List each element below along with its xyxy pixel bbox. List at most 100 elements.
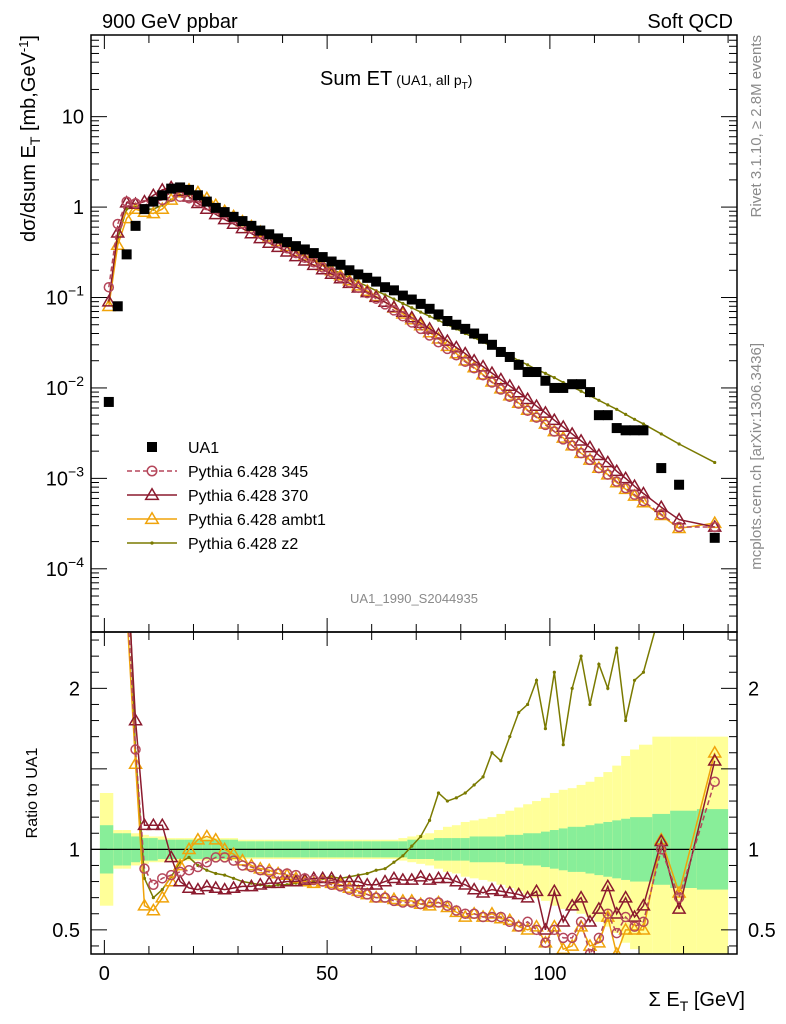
- ratio-point: [279, 874, 295, 887]
- data-point: [361, 287, 373, 299]
- ratio-point: [481, 775, 485, 779]
- ratio-point: [365, 871, 369, 876]
- ratio-point: [502, 912, 518, 926]
- data-point: [422, 321, 437, 334]
- ratio-point: [288, 870, 304, 884]
- data-point: [101, 294, 117, 307]
- ratio-point: [324, 870, 339, 884]
- data-point: [552, 376, 556, 380]
- ratio-point: [440, 899, 455, 913]
- ratio-point: [121, 554, 133, 564]
- data-point: [543, 371, 548, 375]
- ratio-point: [593, 932, 605, 944]
- ratio-point: [377, 874, 393, 887]
- data-point: [466, 353, 482, 366]
- data-point: [656, 463, 667, 474]
- ratio-point: [395, 872, 411, 885]
- data-point: [457, 353, 473, 366]
- data-point: [410, 306, 414, 310]
- data-point: [478, 333, 489, 344]
- ratio-point: [709, 776, 720, 787]
- ratio-y-tick-label: 1: [69, 839, 80, 861]
- ratio-point: [151, 896, 155, 900]
- ratio-point: [165, 869, 177, 881]
- data-point: [558, 382, 569, 393]
- legend: UA1 Pythia 6.428 345 Pythia 6.428 370 Pythi…: [127, 440, 326, 553]
- ratio-point: [671, 885, 687, 898]
- ratio-point: [181, 880, 197, 893]
- data-point: [424, 303, 435, 314]
- main-y-tick-label: 1: [73, 197, 84, 219]
- data-point: [600, 454, 616, 468]
- ratio-point: [121, 602, 133, 612]
- main-y-tick-label: 10: [62, 107, 84, 129]
- ratio-point: [602, 908, 614, 919]
- data-point: [431, 327, 446, 340]
- ratio-point: [413, 869, 428, 882]
- ratio-point: [244, 857, 259, 871]
- ratio-point: [549, 924, 560, 936]
- data-point: [181, 189, 197, 202]
- data-point: [273, 233, 284, 244]
- data-point: [130, 220, 141, 231]
- data-point: [575, 447, 587, 459]
- ratio-point: [517, 710, 521, 715]
- data-point: [163, 192, 179, 205]
- data-point: [112, 301, 123, 312]
- data-point: [579, 389, 583, 393]
- data-point: [388, 285, 399, 296]
- data-point: [531, 412, 542, 423]
- data-point: [404, 310, 420, 323]
- ratio-point: [392, 860, 396, 864]
- data-point: [308, 248, 319, 259]
- ratio-point: [600, 909, 616, 922]
- data-point: [184, 184, 195, 195]
- data-point: [611, 476, 622, 487]
- ratio-point: [466, 882, 482, 895]
- data-point: [511, 385, 527, 398]
- ratio-point: [472, 783, 476, 787]
- ratio-point: [154, 817, 170, 831]
- data-point: [442, 343, 453, 355]
- data-point: [282, 237, 293, 248]
- header-left: 900 GeV ppbar: [102, 11, 238, 33]
- data-point: [397, 311, 409, 322]
- data-point: [529, 398, 544, 412]
- data-point: [618, 470, 633, 484]
- data-point: [486, 377, 498, 388]
- legend-marker: [144, 487, 160, 501]
- data-point: [713, 460, 717, 465]
- data-point: [401, 301, 405, 306]
- ratio-point: [199, 828, 215, 842]
- data-point: [584, 387, 595, 398]
- data-point: [433, 309, 444, 320]
- data-point: [103, 281, 115, 293]
- data-point: [119, 210, 134, 224]
- data-point: [217, 211, 232, 225]
- data-point: [609, 463, 625, 477]
- data-point: [125, 207, 129, 211]
- data-point: [353, 269, 364, 280]
- ratio-xlabel: Σ ET [GeV]: [648, 989, 745, 1014]
- ratio-point: [457, 909, 473, 922]
- data-point: [419, 310, 423, 314]
- ratio-point: [449, 874, 464, 887]
- data-point: [576, 379, 587, 390]
- ratio-point: [570, 686, 574, 690]
- ratio-point: [513, 921, 524, 932]
- ratio-point: [543, 727, 548, 731]
- x-tick-label: 50: [316, 963, 338, 985]
- data-point: [677, 442, 681, 446]
- ratio-point: [618, 922, 633, 935]
- ratio-y-tick-label-right: 0.5: [748, 920, 776, 942]
- ratio-point: [125, 526, 128, 529]
- data-point: [555, 419, 571, 432]
- ratio-point: [484, 882, 500, 895]
- ratio-point: [342, 880, 357, 893]
- ratio-point: [276, 883, 280, 887]
- ratio-point: [656, 844, 667, 855]
- ratio-point: [552, 670, 556, 674]
- data-point: [192, 190, 203, 201]
- ratio-point: [575, 916, 587, 928]
- ratio-point: [219, 852, 230, 863]
